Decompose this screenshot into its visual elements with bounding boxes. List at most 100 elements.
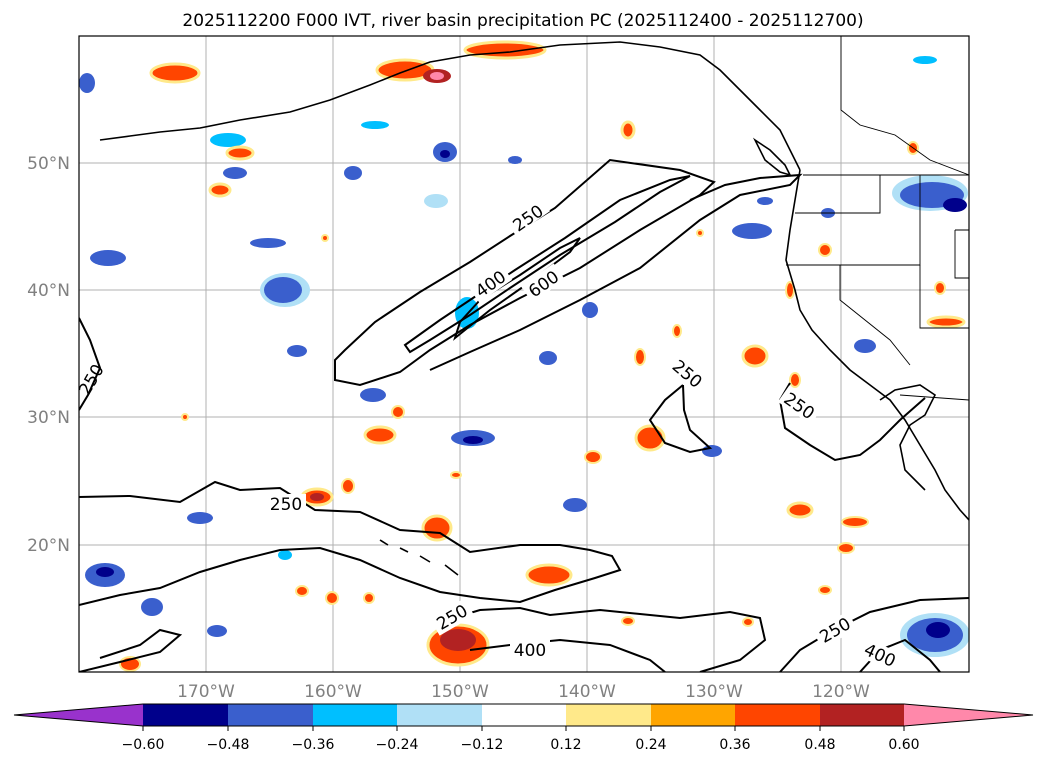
- colorbar-extend-max: [904, 704, 1033, 726]
- colorbar-segment: [735, 704, 820, 726]
- neg-patch: [463, 436, 483, 444]
- contour-label: 250: [270, 495, 302, 515]
- colorbar-tick: −0.48: [207, 737, 250, 753]
- ivt-contour-600: [453, 237, 581, 341]
- colorbar-segment: [651, 704, 735, 726]
- pos-patch: [325, 591, 339, 605]
- gridlines: [79, 36, 969, 672]
- pos-patch: [181, 413, 189, 421]
- neg-patch: [210, 133, 246, 147]
- lat-label-50n: 50°N: [27, 154, 70, 174]
- pos-patch: [421, 514, 453, 542]
- lat-label-30n: 30°N: [27, 408, 70, 428]
- neg-patch: [563, 498, 587, 512]
- pos-patch: [525, 563, 573, 587]
- neg-patch: [582, 302, 598, 318]
- neg-patch: [702, 445, 722, 457]
- neg-patch: [926, 622, 950, 638]
- colorbar-segment: [397, 704, 482, 726]
- lat-label-20n: 20°N: [27, 536, 70, 556]
- colorbar-segment: [482, 704, 566, 726]
- na-west-coast: [785, 169, 969, 521]
- colorbar-tick: −0.60: [122, 737, 165, 753]
- pos-patch: [463, 40, 547, 60]
- neg-patch: [79, 73, 95, 93]
- neg-patch: [440, 150, 450, 158]
- pos-patch: [295, 585, 309, 597]
- pos-patch: [310, 493, 324, 501]
- ivt-contour-250-coast: [778, 382, 926, 462]
- alaska-coast: [99, 41, 801, 171]
- pos-patch: [634, 424, 666, 452]
- ivt-contour-400-south: [469, 638, 666, 672]
- neg-patch: [96, 567, 114, 577]
- neg-patch: [539, 351, 557, 365]
- colorbar-tick: 0.60: [888, 737, 919, 753]
- colorbar: −0.60 −0.48 −0.36 −0.24 −0.12 0.12 0.24 …: [13, 703, 1034, 753]
- neg-patch: [757, 197, 773, 205]
- neg-patch: [732, 223, 772, 239]
- neg-patch: [508, 156, 522, 164]
- colorbar-segment: [820, 704, 904, 726]
- map-area: [79, 36, 969, 672]
- ivt-contour-250-west: [79, 317, 102, 411]
- neg-patch: [250, 238, 286, 248]
- neg-patch: [141, 598, 163, 616]
- lon-label-140w: 140°W: [558, 682, 616, 702]
- pos-patch: [208, 182, 232, 198]
- contour-label: 400: [514, 641, 546, 661]
- neg-patch: [223, 167, 247, 179]
- colorbar-tick: 0.36: [719, 737, 750, 753]
- pos-patch: [363, 425, 397, 445]
- pos-patch: [742, 617, 754, 627]
- neg-patch: [90, 250, 126, 266]
- colorbar-tick: −0.36: [292, 737, 335, 753]
- pos-patch: [696, 229, 704, 237]
- colorbar-extend-min: [14, 704, 143, 726]
- pos-patch: [786, 501, 814, 519]
- pos-patch: [818, 585, 832, 595]
- lat-labels: 20°N 30°N 40°N 50°N: [27, 154, 70, 556]
- neg-patch: [287, 345, 307, 357]
- pos-patch: [934, 281, 946, 295]
- pos-patch: [837, 542, 855, 554]
- neg-patch: [361, 121, 389, 129]
- pos-patch: [363, 592, 375, 604]
- neg-patch: [360, 388, 386, 402]
- map-title: 2025112200 F000 IVT, river basin precipi…: [182, 11, 863, 31]
- ivt-contour-250-north: [334, 158, 716, 387]
- pos-patch: [818, 243, 832, 257]
- pos-patch: [584, 450, 602, 464]
- pos-patch: [841, 516, 869, 528]
- neg-patch: [344, 166, 362, 180]
- pos-patch: [321, 234, 329, 242]
- pos-patch: [391, 405, 405, 419]
- colorbar-tick: −0.24: [376, 737, 419, 753]
- neg-patch: [854, 339, 876, 353]
- colorbar-segment: [313, 704, 397, 726]
- colorbar-tick: 0.48: [804, 737, 835, 753]
- ivt-contour-250-sw: [79, 628, 183, 672]
- colorbar-tick: 0.24: [635, 737, 666, 753]
- lon-label-130w: 130°W: [685, 682, 743, 702]
- neg-patch: [264, 277, 302, 303]
- ivt-contour-250-mid: [648, 384, 713, 454]
- neg-patch: [187, 512, 213, 524]
- neg-patch: [943, 198, 967, 212]
- political-borders: [786, 36, 969, 401]
- ivt-contour-250-southeast: [439, 606, 767, 672]
- pos-patch: [785, 281, 795, 299]
- lon-label-170w: 170°W: [177, 682, 235, 702]
- pos-patch: [430, 72, 444, 80]
- neg-patch: [913, 56, 937, 64]
- lon-label-160w: 160°W: [304, 682, 362, 702]
- pos-patch: [741, 344, 769, 368]
- pos-patch: [450, 471, 462, 479]
- pos-patch: [672, 324, 682, 338]
- lat-label-40n: 40°N: [27, 281, 70, 301]
- lon-label-150w: 150°W: [431, 682, 489, 702]
- pos-patch: [789, 372, 801, 388]
- pos-patch: [634, 348, 646, 366]
- pos-patch: [926, 315, 966, 329]
